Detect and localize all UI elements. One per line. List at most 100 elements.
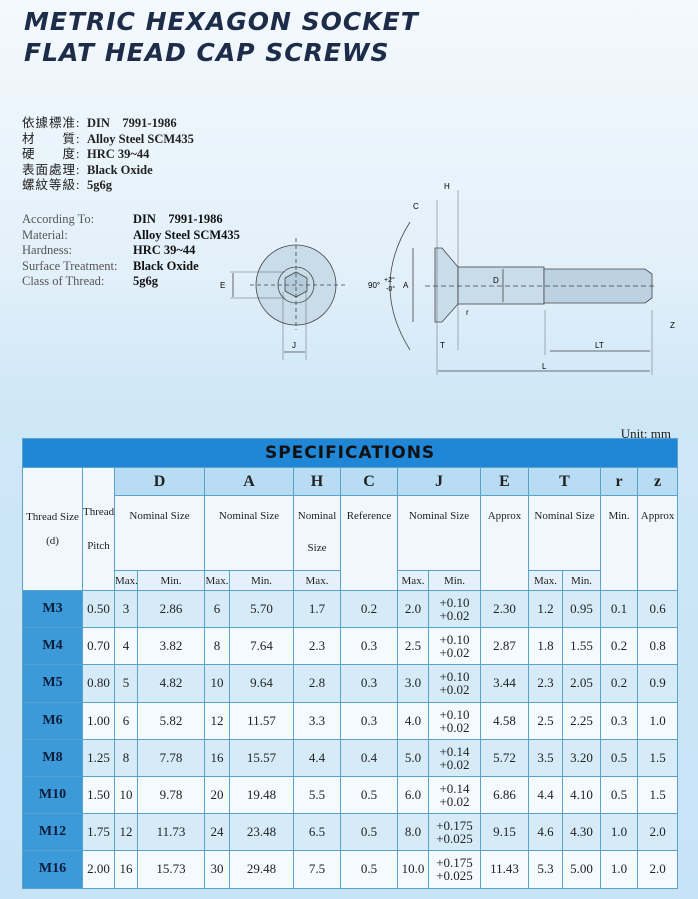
tol-lower: +0.02 bbox=[439, 682, 470, 698]
table-cell: 16 bbox=[114, 850, 138, 889]
spec-value: DIN 7991-1986 bbox=[133, 212, 223, 226]
spec-list-english: According To: DIN 7991-1986 Material: Alloy… bbox=[22, 212, 240, 290]
j-tolerance-cell: +0.10 +0.02 bbox=[428, 589, 481, 629]
header-thread-pitch: Thread Pitch bbox=[82, 467, 115, 591]
label-angle-tol-plus: +2° bbox=[384, 276, 395, 284]
spec-row: Material: Alloy Steel SCM435 bbox=[22, 228, 240, 244]
table-cell: 2.0 bbox=[636, 813, 679, 852]
table-cell: 4.4 bbox=[528, 775, 563, 815]
label-e: E bbox=[220, 281, 225, 290]
table-cell: 0.80 bbox=[82, 664, 115, 703]
tol-upper: +0.10 bbox=[439, 706, 470, 722]
header-min: Min. bbox=[229, 570, 294, 591]
table-cell: 0.3 bbox=[600, 701, 638, 740]
table-cell: 15.57 bbox=[229, 738, 294, 777]
spec-key: 表面處理: bbox=[22, 162, 81, 177]
table-cell: 1.75 bbox=[82, 813, 115, 852]
tol-lower: +0.025 bbox=[436, 831, 473, 847]
table-cell: 1.0 bbox=[600, 850, 638, 889]
table-cell: 3.44 bbox=[480, 664, 529, 703]
tol-upper: +0.10 bbox=[439, 595, 470, 611]
table-cell: 9.64 bbox=[229, 664, 294, 703]
spec-key: 螺紋等級: bbox=[22, 178, 81, 192]
header-j: J bbox=[397, 467, 481, 496]
table-cell: 1.50 bbox=[82, 775, 115, 815]
header-z-approx: Approx bbox=[636, 495, 679, 591]
table-cell: 0.5 bbox=[600, 738, 638, 777]
table-cell: 4.0 bbox=[397, 701, 429, 740]
thread-size-cell: M10 bbox=[22, 775, 83, 815]
table-cell: 3.5 bbox=[528, 738, 563, 777]
table-cell: 2.30 bbox=[480, 589, 529, 629]
table-cell: 1.7 bbox=[293, 589, 341, 629]
table-cell: 10 bbox=[204, 664, 230, 703]
table-cell: 0.3 bbox=[340, 701, 398, 740]
table-row: M3 0.50 3 2.86 6 5.70 1.7 0.2 2.0 +0.10 +0.02 2.30 1… bbox=[22, 589, 679, 629]
label-c: C bbox=[413, 202, 419, 211]
thread-size-cell: M5 bbox=[22, 664, 83, 703]
table-cell: 6.86 bbox=[480, 775, 529, 815]
label-d: D bbox=[493, 276, 499, 285]
table-cell: 0.2 bbox=[340, 589, 398, 629]
header-max: Max. bbox=[114, 570, 138, 591]
j-tolerance-cell: +0.10 +0.02 bbox=[428, 664, 481, 703]
table-cell: 7.5 bbox=[293, 850, 341, 889]
header-e-approx: Approx bbox=[480, 495, 529, 591]
spec-row: 材 質: Alloy Steel SCM435 bbox=[22, 132, 194, 148]
spec-value: 5g6g bbox=[133, 274, 158, 288]
screw-drawing: E J 90° +2° -0° A C H D T r Z LT L bbox=[220, 182, 675, 375]
header-r-min: Min. bbox=[600, 495, 638, 591]
table-cell: 3.20 bbox=[562, 738, 601, 777]
spec-row: 表面處理: Black Oxide bbox=[22, 163, 194, 179]
spec-row: According To: DIN 7991-1986 bbox=[22, 212, 240, 228]
table-cell: 2.00 bbox=[82, 850, 115, 889]
tol-lower: +0.025 bbox=[436, 868, 473, 884]
screw-side-view bbox=[389, 190, 655, 375]
table-cell: 12 bbox=[114, 813, 138, 852]
table-cell: 11.43 bbox=[480, 850, 529, 889]
table-cell: 0.5 bbox=[600, 775, 638, 815]
header-d-nominal: Nominal Size bbox=[114, 495, 205, 571]
spec-list-chinese: 依據標准: DIN 7991-1986 材 質: Alloy Steel SCM435… bbox=[22, 116, 194, 194]
table-cell: 1.8 bbox=[528, 627, 563, 666]
table-cell: 0.5 bbox=[340, 813, 398, 852]
label-a: A bbox=[403, 281, 409, 290]
label-l: L bbox=[542, 362, 547, 371]
table-cell: 5.5 bbox=[293, 775, 341, 815]
spec-row: Surface Treatment: Black Oxide bbox=[22, 259, 240, 275]
table-cell: 5.3 bbox=[528, 850, 563, 889]
spec-key: Material: bbox=[22, 227, 68, 242]
j-tolerance-cell: +0.10 +0.02 bbox=[428, 627, 481, 666]
table-cell: 4.30 bbox=[562, 813, 601, 852]
header-a-nominal: Nominal Size bbox=[204, 495, 294, 571]
spec-value: HRC 39~44 bbox=[87, 147, 150, 161]
spec-value: Alloy Steel SCM435 bbox=[87, 131, 194, 146]
table-cell: 1.5 bbox=[636, 738, 679, 777]
table-cell: 30 bbox=[204, 850, 230, 889]
header-z: z bbox=[636, 467, 679, 496]
table-cell: 2.3 bbox=[528, 664, 563, 703]
table-cell: 3.0 bbox=[397, 664, 429, 703]
header-max: Max. bbox=[204, 570, 230, 591]
header-min: Min. bbox=[137, 570, 205, 591]
table-cell: 0.2 bbox=[600, 627, 638, 666]
table-cell: 8 bbox=[204, 627, 230, 666]
table-row: M6 1.00 6 5.82 12 11.57 3.3 0.3 4.0 +0.10 +0.02 4.5… bbox=[22, 701, 679, 740]
tol-upper: +0.14 bbox=[439, 781, 470, 797]
j-tolerance-cell: +0.14 +0.02 bbox=[428, 775, 481, 815]
header-a: A bbox=[204, 467, 294, 496]
table-cell: 4.4 bbox=[293, 738, 341, 777]
table-cell: 2.05 bbox=[562, 664, 601, 703]
table-row: M10 1.50 10 9.78 20 19.48 5.5 0.5 6.0 +0.14 +0.02 6… bbox=[22, 775, 679, 815]
table-cell: 0.4 bbox=[340, 738, 398, 777]
spec-key: Class of Thread: bbox=[22, 274, 105, 288]
table-cell: 4.58 bbox=[480, 701, 529, 740]
header-c: C bbox=[340, 467, 398, 496]
header-t: T bbox=[528, 467, 601, 496]
thread-size-cell: M12 bbox=[22, 813, 83, 852]
table-cell: 10.0 bbox=[397, 850, 429, 889]
table-cell: 0.8 bbox=[636, 627, 679, 666]
spec-row: 依據標准: DIN 7991-1986 bbox=[22, 116, 194, 132]
spec-value: Alloy Steel SCM435 bbox=[133, 227, 240, 242]
header-d: D bbox=[114, 467, 205, 496]
